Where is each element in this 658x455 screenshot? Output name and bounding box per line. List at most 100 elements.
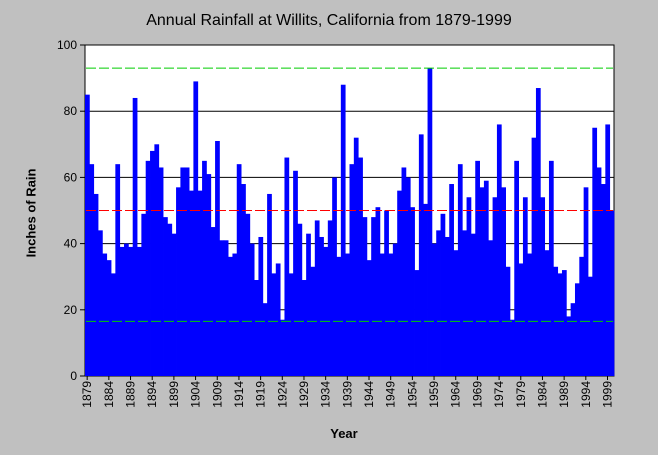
bar xyxy=(319,236,324,376)
bar xyxy=(89,164,95,376)
bar xyxy=(392,243,398,376)
x-tick-label: 1929 xyxy=(297,381,311,408)
x-tick-label: 1979 xyxy=(514,381,528,408)
chart-title: Annual Rainfall at Willits, California f… xyxy=(146,12,512,29)
bar xyxy=(371,217,376,376)
bar xyxy=(596,167,602,376)
x-tick-label: 1889 xyxy=(124,381,138,408)
x-tick-label: 1914 xyxy=(232,381,246,408)
bar xyxy=(418,134,424,376)
bar xyxy=(336,256,342,376)
bar xyxy=(483,180,489,376)
x-tick-label: 1954 xyxy=(405,381,419,408)
bar xyxy=(275,263,281,376)
bar xyxy=(340,84,346,376)
bar xyxy=(262,303,268,376)
bar xyxy=(353,137,359,376)
bar xyxy=(141,213,147,376)
x-tick-label: 1949 xyxy=(384,381,398,408)
bar xyxy=(570,303,576,376)
bar xyxy=(362,217,368,376)
bar xyxy=(436,230,441,376)
bar xyxy=(128,246,134,376)
bar xyxy=(284,157,290,376)
bar xyxy=(219,240,225,376)
bar xyxy=(293,170,298,376)
bar xyxy=(587,276,593,376)
bar xyxy=(522,197,528,376)
x-tick-label: 1959 xyxy=(427,381,441,408)
bar xyxy=(306,233,311,376)
bar xyxy=(384,210,389,376)
bar xyxy=(93,193,99,376)
bar xyxy=(271,273,277,376)
bar xyxy=(479,187,485,376)
x-tick-label: 1984 xyxy=(535,381,549,408)
bar-series xyxy=(85,68,615,377)
bar xyxy=(544,250,550,376)
bar xyxy=(145,160,151,376)
bar xyxy=(600,184,606,376)
bar xyxy=(106,260,112,376)
bar xyxy=(184,167,190,376)
x-tick-label: 1894 xyxy=(145,381,159,408)
bar xyxy=(444,236,450,376)
x-tick-label: 1899 xyxy=(167,381,181,408)
bar xyxy=(405,177,411,376)
bar xyxy=(492,197,498,376)
bar xyxy=(583,187,589,376)
y-tick-label: 100 xyxy=(57,38,77,52)
bar xyxy=(98,230,103,376)
bar xyxy=(301,280,307,376)
bar xyxy=(137,246,142,376)
bar xyxy=(440,213,446,376)
bar xyxy=(280,319,285,376)
x-tick-label: 1989 xyxy=(557,381,571,408)
bar xyxy=(561,270,567,376)
x-tick-label: 1944 xyxy=(362,381,376,408)
bar xyxy=(132,97,138,377)
bar xyxy=(189,190,194,376)
bar xyxy=(202,160,207,376)
x-tick-label: 1919 xyxy=(254,381,268,408)
bar xyxy=(592,127,598,376)
bar xyxy=(410,207,415,376)
x-tick-label: 1884 xyxy=(102,381,116,408)
bar xyxy=(496,124,502,376)
bar xyxy=(85,94,90,377)
bar xyxy=(245,213,251,376)
bar xyxy=(401,167,407,376)
bar xyxy=(115,164,121,376)
bar xyxy=(345,253,350,376)
y-tick-label: 60 xyxy=(64,170,78,184)
bar xyxy=(375,207,381,376)
y-tick-label: 20 xyxy=(64,303,78,317)
bar xyxy=(514,160,520,376)
bar xyxy=(574,283,580,376)
x-tick-label: 1939 xyxy=(340,381,354,408)
bar xyxy=(158,167,164,376)
y-tick-label: 0 xyxy=(70,369,77,383)
x-tick-label: 1964 xyxy=(449,381,463,408)
bar xyxy=(501,187,506,376)
x-tick-label: 1909 xyxy=(210,381,224,408)
bar xyxy=(236,164,242,376)
bar xyxy=(288,273,294,376)
bar xyxy=(535,88,541,376)
bar xyxy=(466,197,472,376)
bar xyxy=(332,177,337,376)
bar xyxy=(171,233,177,376)
y-tick-label: 80 xyxy=(64,104,78,118)
bar xyxy=(111,273,116,376)
x-tick-label: 1969 xyxy=(470,381,484,408)
bar xyxy=(388,253,394,376)
bar xyxy=(566,316,572,376)
bar xyxy=(297,223,303,376)
bar xyxy=(206,174,212,376)
bar xyxy=(423,203,428,376)
bar xyxy=(210,227,216,376)
bar xyxy=(397,190,402,376)
bar xyxy=(180,167,186,376)
bar xyxy=(358,157,363,376)
bar xyxy=(531,137,537,376)
